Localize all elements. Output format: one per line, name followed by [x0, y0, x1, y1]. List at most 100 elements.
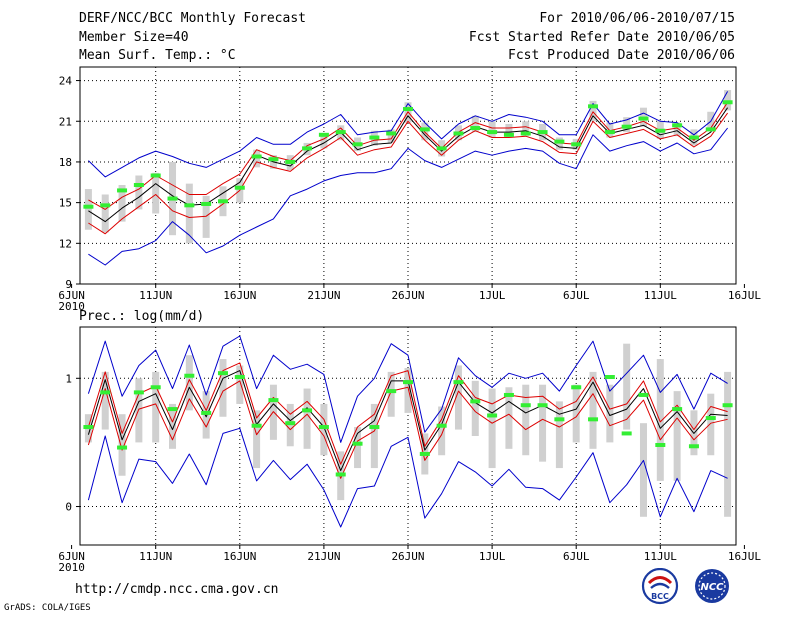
precipitation-median-marker	[83, 425, 94, 430]
temperature-median-marker	[150, 173, 161, 178]
temperature-median-marker	[655, 128, 666, 133]
temperature-median-marker	[117, 188, 128, 193]
precipitation-box	[387, 371, 395, 417]
temperature-ytick-label: 21	[59, 115, 72, 128]
precipitation-line-lower-envelope	[87, 427, 728, 528]
precipitation-ytick-label: 0	[65, 501, 72, 514]
temperature-box	[623, 117, 631, 133]
precipitation-median-marker	[621, 431, 632, 436]
precipitation-box	[606, 384, 614, 443]
temperature-median-marker	[470, 126, 481, 131]
temperature-median-marker	[571, 142, 582, 147]
temperature-line-upper-envelope	[88, 91, 729, 178]
precipitation-box	[673, 391, 681, 481]
temperature-variable-label: Mean Surf. Temp.: °C	[79, 48, 236, 63]
precipitation-box	[471, 380, 479, 436]
precipitation-box	[152, 371, 160, 443]
temperature-box	[724, 90, 732, 111]
precipitation-xtick-label: 11JUL	[644, 550, 677, 563]
forecast-started-date: Fcst Started Refer Date 2010/06/05	[468, 30, 735, 45]
temperature-line-lower-quantile	[88, 112, 729, 235]
precipitation-line-upper-envelope	[87, 335, 728, 443]
precipitation-year-label: 2010	[58, 561, 85, 574]
precipitation-median-marker	[571, 385, 582, 390]
precipitation-median-marker	[352, 441, 363, 446]
precipitation-median-marker	[302, 408, 313, 413]
precipitation-median-marker	[419, 451, 430, 456]
precipitation-median-marker	[520, 403, 531, 408]
forecast-period: For 2010/06/06-2010/07/15	[539, 11, 735, 26]
precipitation-box	[370, 403, 378, 469]
precipitation-median-marker	[335, 472, 346, 477]
precipitation-box	[219, 359, 227, 417]
temperature-box	[135, 175, 143, 210]
temperature-median-marker	[133, 182, 144, 187]
bcc-logo: BCC	[641, 568, 679, 605]
temperature-median-marker	[352, 142, 363, 147]
temperature-median-marker	[436, 146, 447, 151]
chart-title: DERF/NCC/BCC Monthly Forecast	[79, 11, 306, 26]
temperature-box	[589, 100, 597, 122]
precipitation-box	[454, 365, 462, 430]
temperature-median-marker	[419, 127, 430, 132]
precipitation-ytick-label: 1	[65, 372, 72, 385]
precipitation-box	[236, 365, 244, 404]
precipitation-median-marker	[537, 403, 548, 408]
precipitation-box	[707, 393, 715, 456]
temperature-xtick-label: 11JUN	[139, 289, 172, 302]
precipitation-median-marker	[503, 392, 514, 397]
source-url[interactable]: http://cmdp.ncc.cma.gov.cn	[75, 582, 279, 597]
precipitation-median-marker	[133, 390, 144, 395]
temperature-box	[387, 129, 395, 143]
precipitation-median-marker	[251, 423, 262, 428]
temperature-median-marker	[638, 116, 649, 121]
temperature-median-marker	[722, 100, 733, 105]
precipitation-xtick-label: 1JUL	[479, 550, 506, 563]
precipitation-xtick-label: 6JUN	[58, 550, 85, 563]
temperature-median-marker	[201, 201, 212, 206]
temperature-box	[253, 149, 261, 168]
precipitation-median-marker	[554, 417, 565, 422]
temperature-box	[320, 133, 328, 149]
precipitation-line-lower-quantile	[87, 380, 728, 479]
temperature-median-marker	[268, 157, 279, 162]
temperature-median-marker	[688, 135, 699, 140]
precipitation-median-marker	[705, 416, 716, 421]
precipitation-xtick-label: 16JUL	[728, 550, 761, 563]
temperature-line-ensemble-mean	[88, 107, 729, 223]
precipitation-median-marker	[638, 392, 649, 397]
precipitation-box	[539, 384, 547, 462]
precipitation-median-marker	[167, 407, 178, 412]
temperature-median-marker	[302, 146, 313, 151]
precipitation-box	[253, 410, 261, 469]
precipitation-median-marker	[150, 385, 161, 390]
temperature-ytick-label: 9	[65, 278, 72, 291]
temperature-median-marker	[386, 131, 397, 136]
temperature-ytick-label: 18	[59, 156, 72, 169]
temperature-median-marker	[537, 130, 548, 135]
precipitation-box	[623, 343, 631, 430]
precipitation-line-upper-quantile	[87, 362, 728, 465]
precipitation-median-marker	[436, 423, 447, 428]
precipitation-box	[354, 427, 362, 469]
precipitation-median-marker	[403, 380, 413, 385]
bcc-logo-text: BCC	[651, 592, 669, 601]
precipitation-box	[101, 371, 109, 430]
temperature-median-marker	[234, 185, 245, 190]
precipitation-median-marker	[672, 407, 683, 412]
temperature-median-marker	[554, 139, 565, 144]
temperature-box	[202, 195, 210, 238]
agency-logos: BCC NCC	[641, 568, 729, 605]
precipitation-box	[555, 401, 563, 469]
temperature-box	[118, 184, 126, 222]
precipitation-xtick-label: 6JUL	[563, 550, 590, 563]
temperature-ytick-label: 24	[59, 75, 73, 88]
precipitation-median-marker	[268, 398, 279, 403]
temperature-median-marker	[184, 203, 195, 208]
precipitation-median-marker	[217, 371, 228, 376]
precipitation-xtick-label: 26JUN	[391, 550, 424, 563]
temperature-box	[185, 183, 193, 244]
temperature-xtick-label: 16JUN	[223, 289, 256, 302]
precipitation-xtick-label: 16JUN	[223, 550, 256, 563]
temperature-ytick-label: 12	[59, 237, 72, 250]
